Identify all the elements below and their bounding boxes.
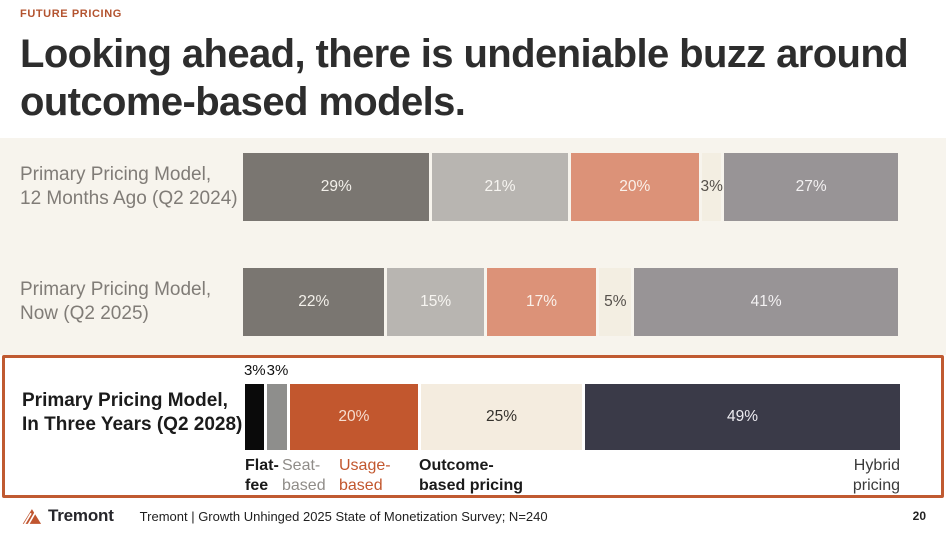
slide-title: Looking ahead, there is undeniable buzz … (20, 32, 909, 124)
axis-label-line: Seat- (282, 457, 321, 474)
segment-value-label: 41% (750, 293, 782, 310)
bar-segment-seat-based: 21% (432, 153, 568, 221)
bar-segment-usage-based: 20% (570, 153, 700, 221)
axis-label-line: Usage- (339, 457, 391, 474)
row-label-highlight: Primary Pricing Model, In Three Years (Q… (5, 358, 245, 495)
segment-value-label-above: 3% (243, 362, 266, 379)
axis-label-flat-fee: Flat-fee (245, 456, 279, 496)
slide-footer: Tremont Tremont | Growth Unhinged 2025 S… (0, 498, 946, 534)
stacked-bar-2025: 22% 15% 17% 5% 41% (243, 268, 898, 336)
segment-value-label: 22% (298, 293, 330, 310)
bar-segment-flat-fee: 29% (243, 153, 430, 221)
axis-label-usage-based: Usage-based (339, 456, 391, 496)
axis-label-line: pricing (852, 477, 900, 494)
axis-label-line: based (282, 477, 326, 494)
axis-label-line: Flat- (245, 457, 279, 474)
bar-segment-outcome-based-pricing: 3% (700, 153, 723, 221)
segment-value-label: 25% (486, 408, 518, 425)
axis-label-line: based pricing (419, 477, 524, 494)
row-label: Primary Pricing Model, Now (Q2 2025) (0, 278, 243, 327)
bar-segment-outcome-based-pricing: 5% (599, 268, 632, 336)
segment-value-label-above: 3% (266, 362, 289, 379)
segment-value-label: 3% (700, 178, 723, 195)
stacked-bar-2024: 29% 21% 20% 3% 27% (243, 153, 898, 221)
segment-value-label: 17% (526, 293, 558, 310)
bar-segment-flat-fee (245, 384, 265, 450)
chart-row-2024: Primary Pricing Model, 12 Months Ago (Q2… (0, 153, 946, 221)
category-axis: Flat-fee Seat-based Usage-based Outcome-… (245, 456, 900, 500)
segment-value-label: 15% (420, 293, 452, 310)
eyebrow-label: FUTURE PRICING (20, 8, 122, 20)
bar-segment-seat-based (267, 384, 287, 450)
highlight-box-2028: Primary Pricing Model, In Three Years (Q… (2, 355, 944, 498)
axis-label-line: Hybrid (853, 457, 900, 474)
brand-wordmark: Tremont (48, 506, 114, 525)
axis-label-line: Outcome- (419, 457, 494, 474)
small-segment-labels: 3% 3% (243, 362, 900, 382)
source-citation: Tremont | Growth Unhinged 2025 State of … (139, 508, 548, 524)
slide-header: FUTURE PRICING Looking ahead, there is u… (0, 0, 946, 126)
segment-value-label: 49% (726, 408, 758, 425)
segment-value-label: 27% (795, 178, 827, 195)
row-label-line1: Primary Pricing Model, (20, 163, 212, 185)
stacked-bar-2028: 20% 25% 49% (245, 384, 900, 450)
bar-segment-seat-based: 15% (387, 268, 484, 336)
chart-row-2025: Primary Pricing Model, Now (Q2 2025) 22%… (0, 268, 946, 336)
row-label-line1: Primary Pricing Model, (20, 278, 212, 300)
row-label-line1: Primary Pricing Model, (22, 390, 228, 411)
segment-value-label: 29% (320, 178, 352, 195)
row-label-line2: Now (Q2 2025) (20, 303, 149, 324)
bar-segment-hybrid-pricing: 49% (584, 384, 900, 450)
bar-segment-usage-based: 17% (486, 268, 597, 336)
tremont-mountain-icon (22, 508, 42, 525)
bar-segment-hybrid-pricing: 27% (724, 153, 898, 221)
bar-segment-usage-based: 20% (289, 384, 419, 450)
chart-panel: Primary Pricing Model, 12 Months Ago (Q2… (0, 138, 946, 355)
bar-segment-hybrid-pricing: 41% (634, 268, 898, 336)
page-number: 20 (912, 509, 926, 523)
segment-value-label: 20% (338, 408, 370, 425)
bar-segment-flat-fee: 22% (243, 268, 385, 336)
segment-value-label: 21% (484, 178, 516, 195)
row-label: Primary Pricing Model, 12 Months Ago (Q2… (0, 163, 243, 212)
axis-label-line: fee (245, 477, 269, 494)
axis-label-line: based (339, 477, 383, 494)
segment-value-label: 5% (604, 293, 627, 310)
row-label-line2: 12 Months Ago (Q2 2024) (20, 188, 238, 209)
segment-value-label: 20% (619, 178, 651, 195)
brand-logo: Tremont (20, 506, 114, 526)
axis-label-outcome-based: Outcome-based pricing (419, 456, 523, 496)
axis-label-hybrid: Hybrid pricing (853, 456, 900, 496)
bar-segment-outcome-based-pricing: 25% (421, 384, 582, 450)
axis-label-seat-based: Seat-based (282, 456, 326, 496)
row-label-line2: In Three Years (Q2 2028) (22, 414, 243, 436)
highlight-bar-area: 3% 3% 20% 25% 49% Flat-fee Seat-based Usage… (243, 358, 900, 495)
